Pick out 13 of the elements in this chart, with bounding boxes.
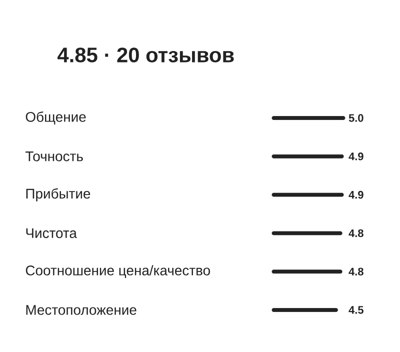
- data-label: 4.8: [348, 268, 364, 276]
- data-label: 4.9: [348, 190, 364, 199]
- y-tick-label: Соотношение цена/качество: [26, 265, 210, 278]
- y-tick-label: Общение: [26, 111, 86, 125]
- y-tick-label: Точность: [26, 152, 83, 162]
- y-tick-label: Прибытие: [26, 188, 90, 202]
- data-label: 4.5: [348, 306, 364, 314]
- y-tick-label: Местоположение: [26, 305, 136, 315]
- data-label: 5.0: [348, 114, 364, 122]
- data-label: 4.8: [348, 229, 364, 238]
- y-tick-label: Чистота: [26, 228, 77, 238]
- chart-title: 4.85 · 20 отзывов: [58, 48, 234, 62]
- data-label: 4.9: [348, 152, 364, 160]
